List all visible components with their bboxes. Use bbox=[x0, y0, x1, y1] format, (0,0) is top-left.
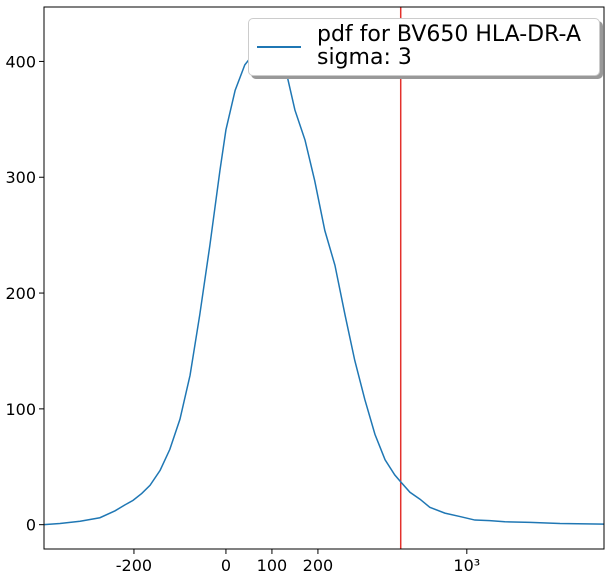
line-series bbox=[43, 24, 605, 526]
x-tick-label: 0 bbox=[221, 556, 231, 575]
legend-label: pdf for BV650 HLA-DR-A sigma: 3 bbox=[317, 22, 582, 70]
x-tick-label: 10³ bbox=[453, 556, 480, 575]
axes-frame bbox=[43, 6, 605, 550]
x-tick-label: 100 bbox=[257, 556, 288, 575]
y-tick-label: 0 bbox=[26, 516, 36, 535]
y-tick-label: 200 bbox=[5, 284, 36, 303]
y-tick-label: 400 bbox=[5, 52, 36, 71]
legend: pdf for BV650 HLA-DR-A sigma: 3 bbox=[248, 18, 600, 76]
x-tick-label: 200 bbox=[303, 556, 334, 575]
y-tick-label: 300 bbox=[5, 168, 36, 187]
legend-swatch bbox=[257, 46, 301, 48]
x-tick-label: -200 bbox=[116, 556, 152, 575]
y-tick-label: 100 bbox=[5, 400, 36, 419]
